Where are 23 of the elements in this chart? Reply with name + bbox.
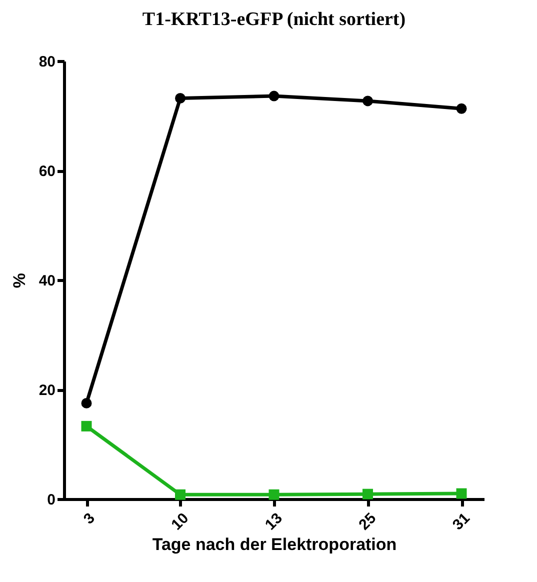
y-tick-label: 20 [38, 382, 56, 399]
point [456, 103, 467, 114]
point [362, 96, 373, 106]
x-tick-label: 13 [262, 510, 286, 534]
point [81, 420, 92, 432]
point [362, 488, 373, 500]
y-axis-title: % [10, 272, 29, 288]
point [456, 488, 467, 499]
y-tick-label: 80 [38, 54, 56, 70]
chart-title: T1-KRT13-eGFP (nicht sortiert) [142, 9, 406, 30]
y-tick-label: 40 [38, 272, 56, 290]
y-tick-label: 60 [38, 163, 56, 180]
x-tick-label: 10 [168, 510, 192, 534]
x-tick-label: 25 [356, 510, 380, 534]
point [268, 489, 280, 500]
point [268, 90, 280, 102]
x-tick-label: 31 [449, 510, 474, 534]
x-tick-label: 3 [80, 510, 98, 528]
point [175, 489, 186, 500]
x-axis-title: Tage nach der Elektroporation [152, 534, 397, 554]
y-tick-label: 0 [47, 492, 56, 508]
point [81, 398, 92, 408]
point [175, 92, 186, 104]
